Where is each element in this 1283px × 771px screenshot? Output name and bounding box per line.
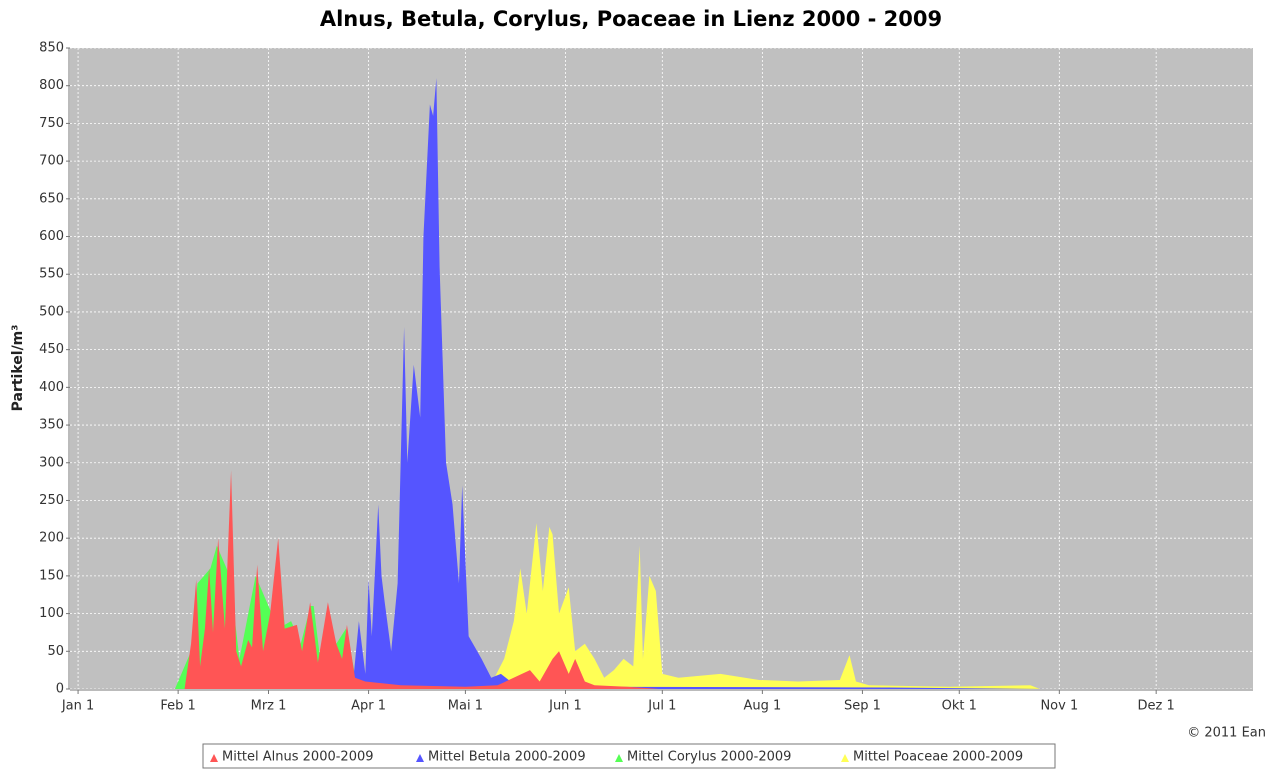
y-tick-label: 500 (39, 304, 64, 319)
x-tick-label: Okt 1 (942, 699, 977, 714)
x-tick-label: Mrz 1 (251, 699, 287, 714)
legend-label: Mittel Betula 2000-2009 (428, 750, 586, 765)
x-tick-label: Apr 1 (351, 699, 386, 714)
x-tick-label: Sep 1 (844, 699, 881, 714)
y-tick-label: 550 (39, 267, 64, 282)
area (174, 470, 660, 689)
x-tick-label: Jan 1 (61, 699, 94, 714)
y-tick-label: 200 (39, 531, 64, 546)
y-axis-label: Partikel/m³ (10, 325, 26, 412)
legend-label: Mittel Poaceae 2000-2009 (853, 750, 1023, 765)
legend-label: Mittel Corylus 2000-2009 (627, 750, 791, 765)
x-tick-label: Dez 1 (1138, 699, 1175, 714)
x-tick-label: Jun 1 (548, 699, 582, 714)
y-tick-label: 800 (39, 78, 64, 93)
legend-swatch (416, 754, 424, 762)
legend-swatch (210, 754, 218, 762)
x-tick-label: Jul 1 (647, 699, 676, 714)
y-tick-label: 600 (39, 229, 64, 244)
area (352, 78, 1047, 690)
legend-swatch (615, 754, 623, 762)
y-tick-label: 250 (39, 493, 64, 508)
plot-area (70, 48, 1253, 689)
legend-label: Mittel Alnus 2000-2009 (222, 750, 374, 765)
y-tick-label: 100 (39, 606, 64, 621)
area (481, 523, 1040, 689)
y-tick-label: 150 (39, 568, 64, 583)
y-tick-label: 700 (39, 154, 64, 169)
y-tick-label: 50 (47, 644, 64, 659)
y-tick-label: 400 (39, 380, 64, 395)
y-tick-label: 650 (39, 191, 64, 206)
y-tick-label: 750 (39, 116, 64, 131)
y-tick-label: 850 (39, 41, 64, 56)
y-tick-label: 300 (39, 455, 64, 470)
chart-title: Alnus, Betula, Corylus, Poaceae in Lienz… (320, 7, 942, 31)
y-tick-label: 450 (39, 342, 64, 357)
legend-box (202, 743, 1056, 769)
y-tick-label: 350 (39, 418, 64, 433)
x-tick-label: Aug 1 (743, 699, 781, 714)
y-tick-label: 0 (56, 682, 64, 697)
credit: © 2011 Ean (1187, 726, 1266, 741)
x-tick-label: Feb 1 (160, 699, 195, 714)
legend-swatch (841, 754, 849, 762)
x-tick-label: Mai 1 (448, 699, 483, 714)
x-tick-label: Nov 1 (1040, 699, 1078, 714)
